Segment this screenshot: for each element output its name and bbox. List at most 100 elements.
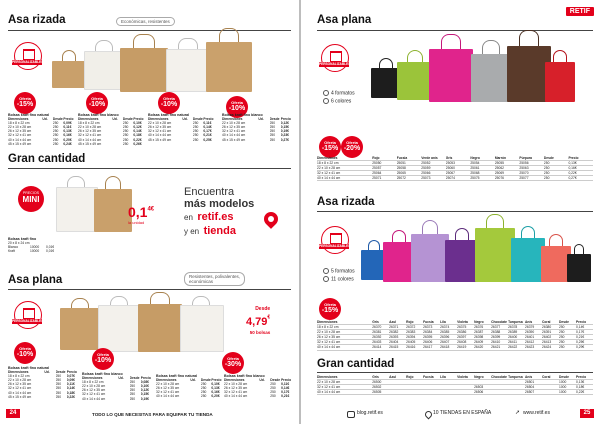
bag-white [84,40,126,90]
price-table: Bolsas kraft fino natural Dimensiones Ud. D… [156,374,222,399]
table-row: 26 x 12 x 35 cm 250 0,12€ [82,388,150,393]
offer-badge: Oferta -10% [226,96,248,118]
table-row: 45 x 15 x 49 cm 250 0,27€ [222,137,290,142]
table-row: 18 x 8 x 22 cm 250 0,07€ [8,374,76,379]
table-row: 32 x 12 x 41 cm 25064 25065 25066 25067 25068… [317,171,593,177]
section-title-asa-plana: Asa plana [317,14,372,26]
table-row: 40 x 14 x 44 cm 26505 26506 26507 1000 0,22€ [317,390,593,396]
precios-mini-badge: PRECIOS MINI [18,186,44,212]
cursor-icon: ➚ [515,410,521,416]
section-title-asa-plana: Asa plana [8,274,63,286]
section-rule [8,289,291,290]
bag-red [545,50,575,102]
table-header: Dimensiones Rojo Fucsia Verde anís Gris Negro… [317,156,593,162]
section-rule [317,211,593,212]
color-price-table: Dimensiones Gris Azul Rojo Fucsia Lila Violeta… [317,320,593,351]
offer-badge: Oferta -30% [222,352,244,374]
table-row: 32 x 12 x 41 cm 250 0,18€ [78,133,142,138]
section-title-asa-rizada: Asa rizada [317,196,375,208]
bag-kraft [60,298,100,350]
offer-badge: Oferta -10% [158,92,180,114]
footer-web-link[interactable]: www.retif.es [523,410,550,416]
table-row: 32 x 12 x 41 cm 250 0,16€ [156,390,220,395]
table-row: 32 x 12 x 41 cm 26403 26404 26405 26406 26407… [317,340,593,346]
table-row: 26 x 12 x 35 cm 250 0,13€ [156,386,220,391]
offer-badge: Oferta -15% [319,136,341,158]
table-header: Dimensiones Ud. Desde Precio [78,117,144,122]
table-row: 32 x 12 x 41 cm 26502 26503 26504 1000 0,18€ [317,385,593,391]
personalizable-seal: PERSONALIZABLES [12,42,43,70]
table-header: Dimensiones Gris Azul Rojo Fucsia Lila Violeta… [317,375,593,381]
price-table: Bolsas kraft fino blanco Dimensiones Ud. De… [222,113,292,142]
table-row: 40 x 14 x 44 cm 250 0,20€ [8,137,72,142]
note-bubble: Resistentes, polivalentes, económicas [184,272,246,286]
price-table: Bolsas kraft fino blanco Dimensiones Ud. De… [82,372,152,401]
table-row: 18 x 8 x 22 cm 250 0,08€ [82,380,150,385]
retif-logo: RETIF [565,7,594,16]
table-header: Dimensiones Ud. Desde Precio [156,378,222,383]
bag-white [56,176,98,232]
table-row: 22 x 10 x 28 cm 250 0,10€ [82,384,150,389]
right-page: RETIF Asa plana PERSONALIZABLES 4 format… [301,0,600,424]
promo-text: Encuentra más modelos en retif.es y en t… [184,186,255,237]
feature-bullet: 4 formatos [323,90,355,96]
price-table: Bolsas kraft fino natural Dimensiones Ud. D… [148,113,214,142]
page-number: 24 [6,409,20,418]
table-title: Bolsas kraft fino blanco [222,113,263,117]
spine-gutter [299,0,301,424]
table-row: 22 x 10 x 28 cm 26381 26382 26383 26384 26385… [317,330,593,336]
table-row: 40 x 14 x 44 cm 250 0,23€ [222,133,290,138]
feature-bullet: 6 colores [323,98,351,104]
table-row: 22 x 10 x 28 cm 250 0,11€ [8,125,72,130]
section-title-asa-rizada: Asa rizada [8,14,66,26]
color-price-table: Dimensiones Gris Azul Rojo Fucsia Lila Violeta… [317,375,593,396]
section-rule [8,168,291,169]
table-row: 32 x 12 x 41 cm 250 0,15€ [82,392,150,397]
table-header: Dimensiones Ud. Desde Precio [222,117,291,122]
unit-price: 0,14€ la unidad [128,204,155,225]
desde-price-tag: Desde 4,79€ 50 bolsas [246,306,271,335]
table-header: Dimensiones Ud. Desde Precio [148,117,214,122]
bag-white [98,296,142,352]
personalizable-seal: PERSONALIZABLES [319,226,350,254]
table-row: 18 x 8 x 22 cm 25050 25051 25052 25053 25054 2… [317,161,593,167]
table-title: Bolsas kraft fino blanco [224,374,265,378]
table-row: 40 x 14 x 44 cm 250 0,21€ [148,133,212,138]
footer-blog-link[interactable]: blog.retif.es [357,410,383,416]
bag-green [475,214,515,282]
table-row: 18 x 8 x 22 cm 250 0,09€ [8,121,72,126]
bag-grey [471,40,511,102]
table-row: 26 x 12 x 35 cm 26392 26393 26394 26395 26396… [317,335,593,341]
table-row: 22 x 10 x 28 cm 250 0,09€ [8,378,76,383]
table-title: Bolsas kraft fino natural [8,113,50,117]
price-table: Bolsas kraft fino blanco Dimensiones Ud. De… [78,113,144,146]
table-row: 45 x 15 x 49 cm 250 0,22€ [8,394,76,399]
bag-black [371,58,401,98]
offer-badge: Oferta -10% [14,342,36,364]
offer-badge: Oferta -15% [14,92,36,114]
table-row: 40 x 14 x 44 cm 25071 25072 25073 25074 25075… [317,176,593,182]
color-price-table: Dimensiones Rojo Fucsia Verde anís Gris Negro… [317,156,593,182]
price-table: Bolsas kraft fino natural Dimensiones Ud. D… [8,113,74,146]
price-table: Bolsas kraft fino blanco Dimensiones Ud. De… [224,374,292,399]
personalizable-seal: PERSONALIZABLES [319,44,350,72]
table-row: 40 x 14 x 44 cm 250 0,21€ [224,394,290,399]
page-number: 25 [580,409,594,418]
section-rule [317,372,593,373]
table-row: 22 x 10 x 28 cm 26500 26501 1000 0,13€ [317,380,593,386]
table-row: 26 x 12 x 35 cm 250 0,14€ [78,129,142,134]
bag-black [567,244,591,282]
bag-white [166,38,212,92]
table-row: 22 x 10 x 28 cm 250 0,11€ [224,382,290,387]
offer-badge: Oferta -10% [86,92,108,114]
table-row: 32 x 12 x 41 cm 250 0,16€ [8,133,72,138]
bag-blue [361,240,387,280]
offer-badge: Oferta -20% [341,136,363,158]
table-title: Bolsas kraft fino natural [156,374,198,378]
bag-coral [541,234,571,282]
table-title: Bolsas kraft fino natural [148,113,190,117]
table-row: 40 x 14 x 44 cm 250 0,22€ [78,137,142,142]
table-row: 22 x 10 x 28 cm 250 0,11€ [148,121,212,126]
table-title: Bolsas kraft fino blanco [82,372,123,376]
